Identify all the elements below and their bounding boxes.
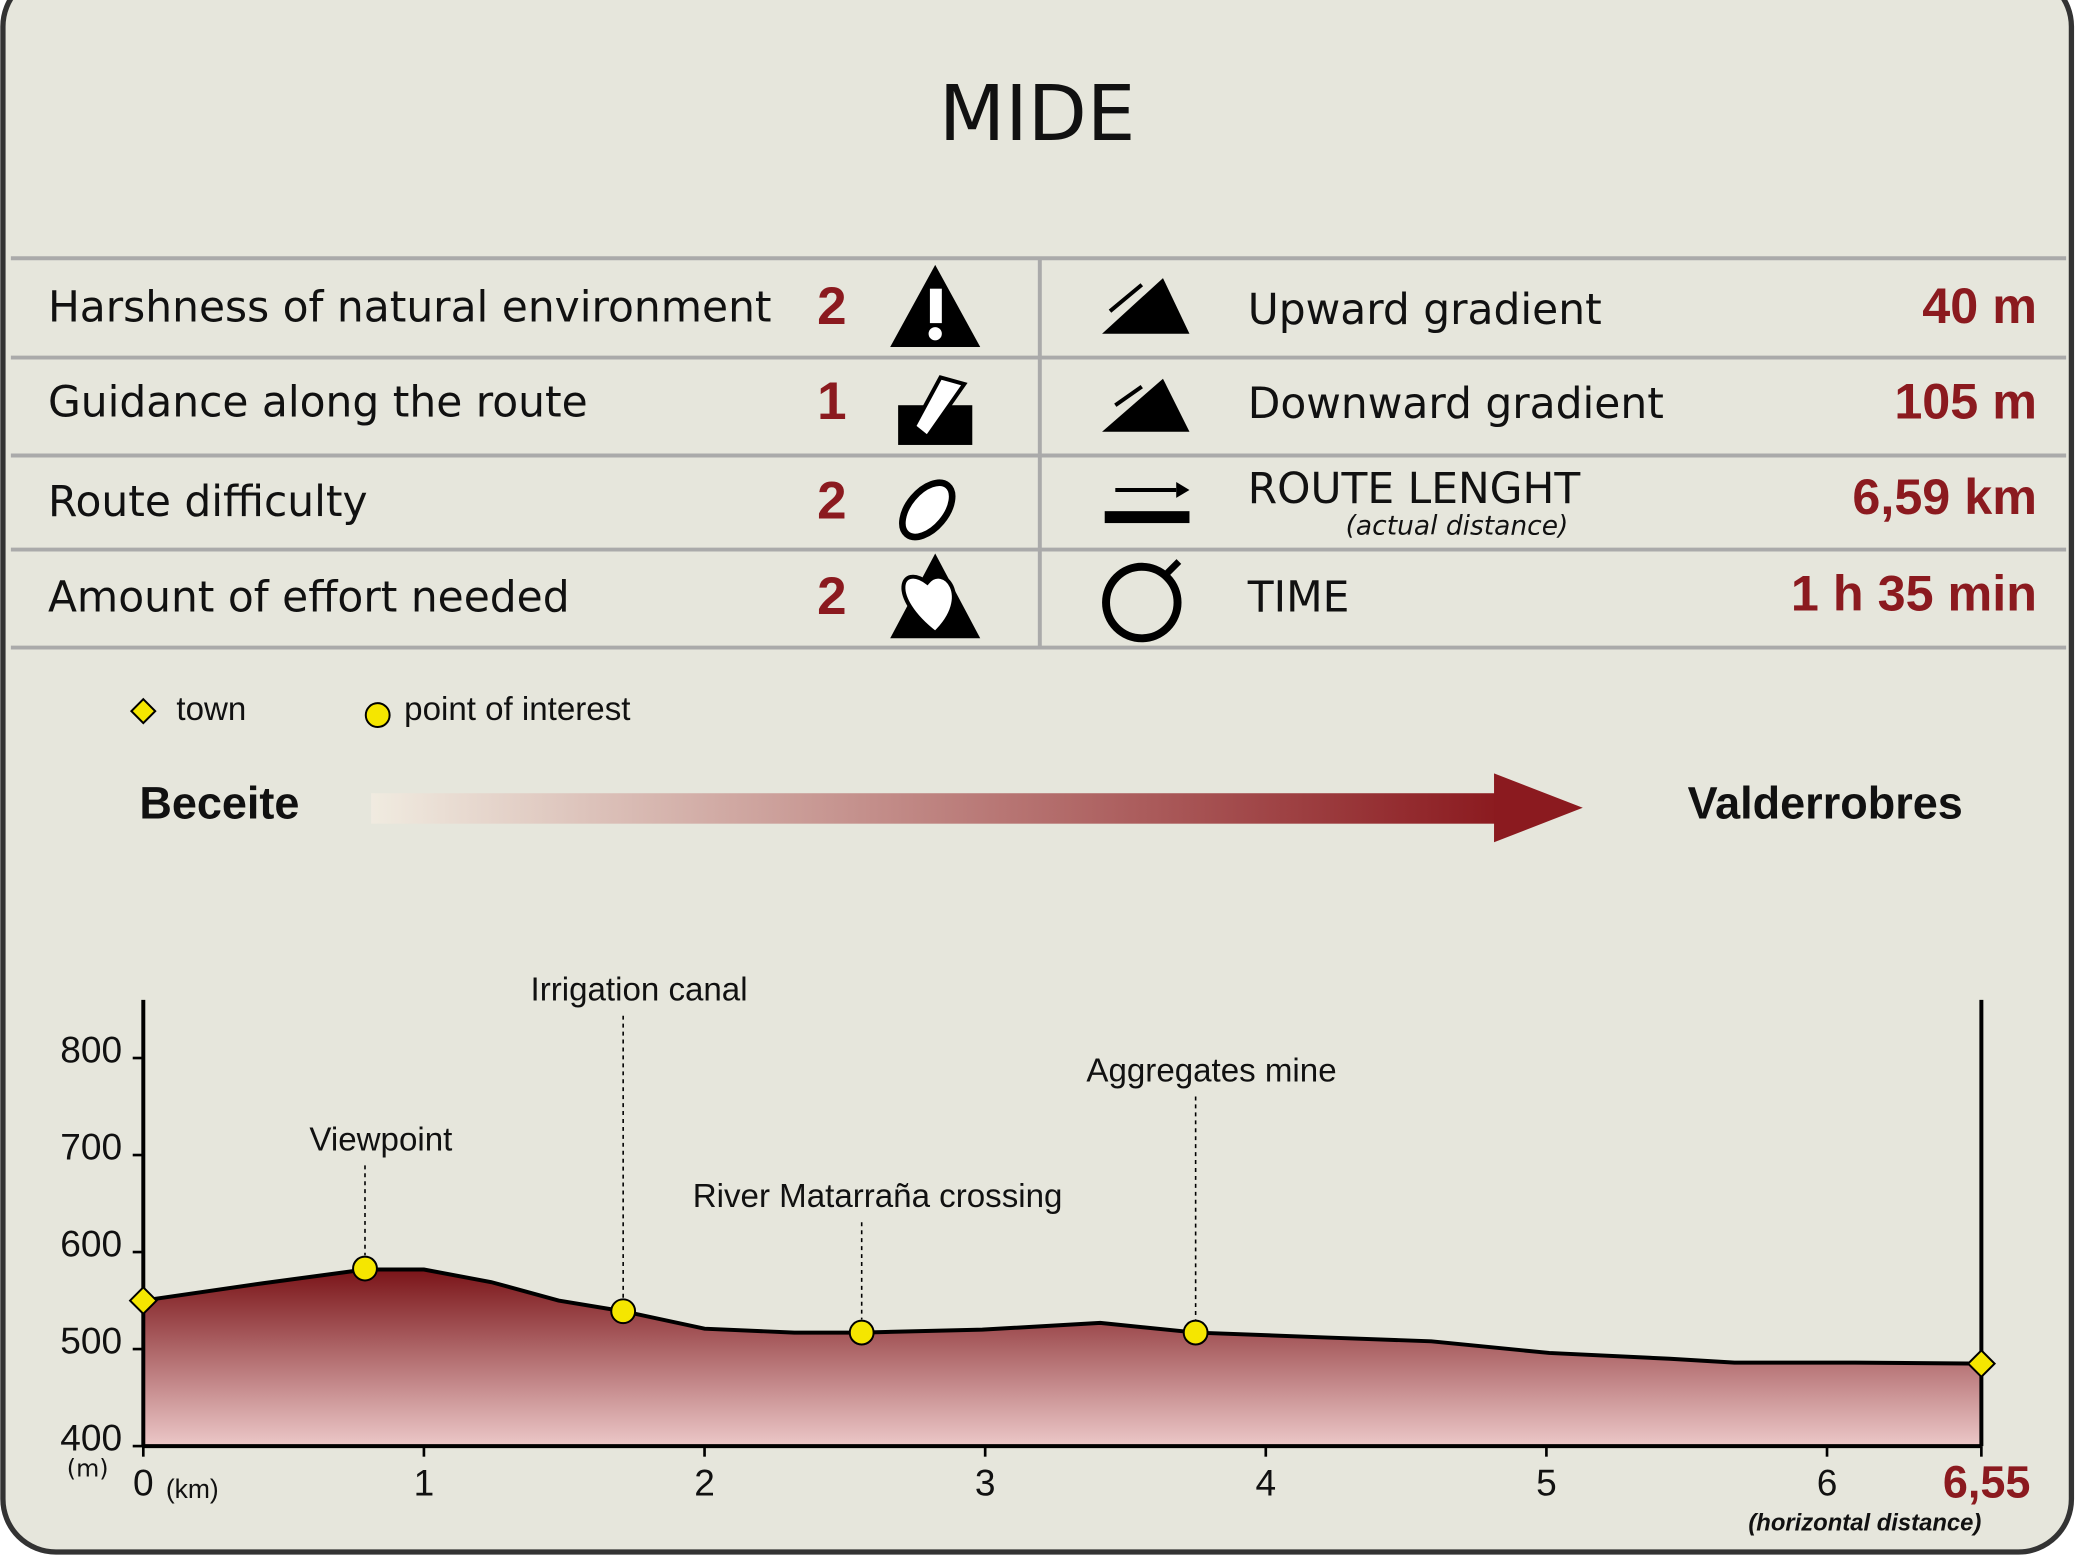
x-tick-label: 5 (1536, 1462, 1557, 1504)
stat-label: Upward gradient (1248, 285, 1602, 334)
poi-marker (352, 1255, 378, 1282)
mide-table: Harshness of natural environment 2 Guida… (48, 277, 847, 626)
stat-value: 6,59 km (1852, 468, 2037, 525)
row-value: 2 (817, 472, 846, 531)
row-value: 2 (817, 277, 846, 336)
x-note: (horizontal distance) (1748, 1510, 1981, 1537)
x-tick-label: 0 (133, 1462, 154, 1504)
stat-note: (actual distance) (1346, 511, 1569, 542)
y-unit: (m) (67, 1454, 109, 1482)
legend-label: town (176, 691, 246, 728)
y-tick-label: 800 (60, 1029, 122, 1071)
table-lines (10, 256, 2067, 650)
y-tick-label: 600 (60, 1223, 122, 1265)
y-tick-label: 500 (60, 1320, 122, 1362)
row-value: 2 (817, 567, 846, 626)
legend-diamond (129, 697, 157, 725)
x-unit: (km) (166, 1474, 219, 1504)
x-tick-label: 2 (694, 1462, 715, 1504)
profile-line (143, 1267, 1982, 1366)
poi-label: Viewpoint (309, 1121, 452, 1158)
stats-table: Upward gradient 40 m Downward gradient 1… (1247, 277, 2037, 621)
route-to: Valderrobres (1688, 777, 1963, 828)
area (143, 1269, 1982, 1447)
route-arrow (371, 793, 1500, 824)
town-marker (128, 1285, 158, 1316)
stat-label: ROUTE LENGHT (1248, 464, 1581, 513)
route: Beceite Valderrobres (139, 773, 1963, 843)
row-label: Guidance along the route (48, 378, 588, 427)
poi-label: Aggregates mine (1086, 1052, 1336, 1089)
row-value: 1 (817, 372, 846, 431)
x-tick-label: 1 (414, 1462, 435, 1504)
row-label: Amount of effort needed (48, 572, 570, 621)
icons (890, 264, 1190, 643)
row-label: Harshness of natural environment (48, 282, 772, 331)
poi-label: River Matarraña crossing (693, 1178, 1063, 1215)
poi-marker (610, 1298, 637, 1325)
poi-label: Irrigation canal (531, 972, 748, 1009)
x-tick-label: 6 (1817, 1462, 1838, 1504)
poi-marker (1182, 1319, 1209, 1346)
y-tick-label: 400 (60, 1417, 122, 1459)
x-tick-label: 6,55 (1943, 1457, 2031, 1508)
y-tick-label: 700 (60, 1126, 122, 1168)
stat-value: 1 h 35 min (1791, 565, 2037, 622)
row-label: Route difficulty (48, 477, 368, 526)
town-marker (1966, 1348, 1997, 1379)
elevation-chart: 400 500 600 700 800 0 1 2 3 4 5 6 6,55 (m) (km) (horizo… (60, 972, 2030, 1537)
legend: town point of interest (129, 691, 630, 729)
stat-label: Downward gradient (1248, 379, 1664, 428)
stat-value: 105 m (1894, 373, 2037, 430)
x-tick-label: 3 (975, 1462, 996, 1504)
route-from: Beceite (139, 777, 299, 828)
title: MIDE (939, 70, 1136, 159)
route-arrowhead (1494, 773, 1583, 843)
legend-label: point of interest (404, 691, 630, 728)
stat-value: 40 m (1922, 277, 2037, 334)
x-tick-label: 4 (1255, 1462, 1276, 1504)
legend-circle (364, 702, 391, 729)
stat-label: TIME (1247, 572, 1350, 621)
poi-marker (848, 1319, 875, 1346)
